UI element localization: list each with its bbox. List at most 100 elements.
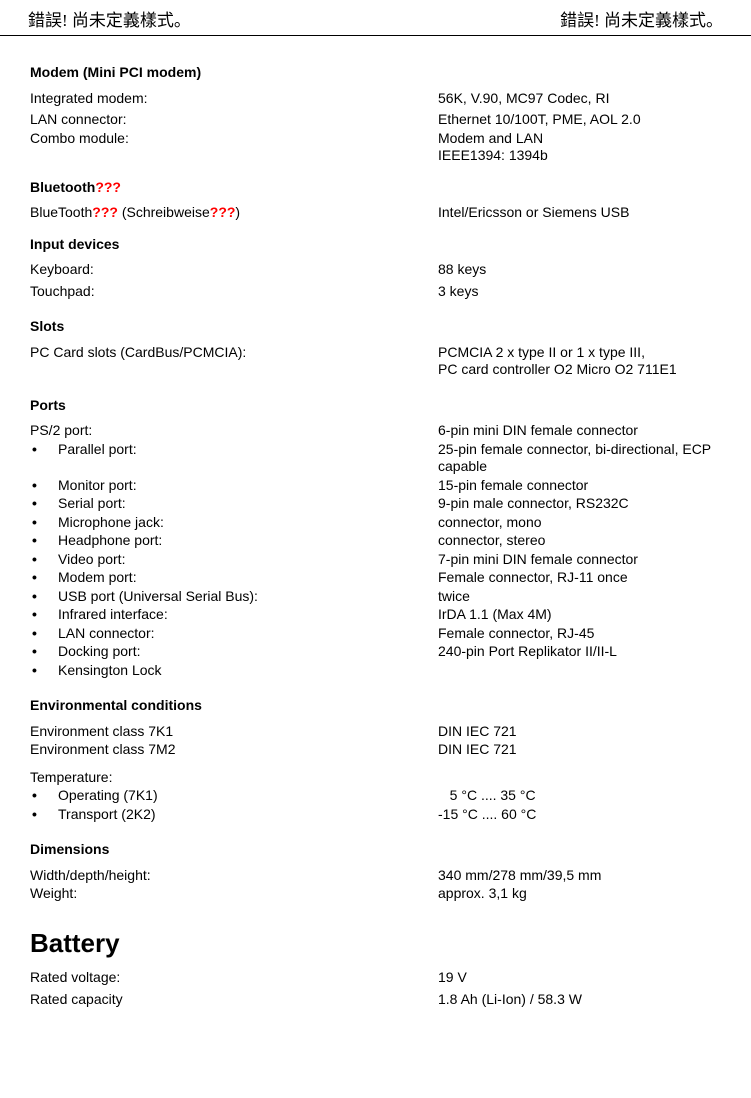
bullet-label: Modem port: (58, 569, 438, 587)
section-title-dimensions: Dimensions (30, 841, 721, 859)
spec-row: •Modem port:Female connector, RJ-11 once (30, 569, 721, 587)
spec-label: •Video port: (30, 551, 438, 569)
spec-row: Integrated modem: 56K, V.90, MC97 Codec,… (30, 90, 721, 108)
bullet-label: Transport (2K2) (58, 806, 438, 824)
spec-row: •Docking port:240-pin Port Replikator II… (30, 643, 721, 661)
spec-value (438, 769, 721, 787)
spec-label: Rated voltage: (30, 969, 438, 987)
spec-label: Weight: (30, 885, 438, 903)
spec-label: PS/2 port: (30, 422, 438, 440)
spec-label: • Transport (2K2) (30, 806, 438, 824)
bullet-icon: • (30, 569, 58, 587)
bullet-icon: • (30, 662, 58, 680)
spec-label: Integrated modem: (30, 90, 438, 108)
bullet-icon: • (30, 441, 58, 459)
page: 錯誤! 尚未定義樣式。 錯誤! 尚未定義樣式。 Modem (Mini PCI … (0, 0, 751, 1098)
spec-value: twice (438, 588, 721, 606)
spec-value: 340 mm/278 mm/39,5 mm (438, 867, 721, 885)
spec-label: Touchpad: (30, 283, 438, 301)
spec-label: •USB port (Universal Serial Bus): (30, 588, 438, 606)
bullet-label: Docking port: (58, 643, 438, 661)
spec-row: Width/depth/height: 340 mm/278 mm/39,5 m… (30, 867, 721, 885)
bullet-label: Monitor port: (58, 477, 438, 495)
spec-value: 3 keys (438, 283, 721, 301)
section-title-input-devices: Input devices (30, 236, 721, 254)
bullet-icon: • (30, 787, 58, 805)
spec-value: DIN IEC 721 (438, 723, 721, 741)
spec-value: 19 V (438, 969, 721, 987)
spec-label: PC Card slots (CardBus/PCMCIA): (30, 344, 438, 379)
label-question-marks: ??? (210, 204, 236, 220)
bullet-icon: • (30, 588, 58, 606)
spec-row: Environment class 7M2 DIN IEC 721 (30, 741, 721, 759)
bullet-label: Kensington Lock (58, 662, 438, 680)
spec-row: BlueTooth??? (Schreibweise???) Intel/Eri… (30, 204, 721, 222)
spec-label: Rated capacity (30, 991, 438, 1009)
bullet-label: Infrared interface: (58, 606, 438, 624)
spec-value-line: PCMCIA 2 x type II or 1 x type III, (438, 344, 721, 362)
spec-label: •Microphone jack: (30, 514, 438, 532)
spec-label: BlueTooth??? (Schreibweise???) (30, 204, 438, 222)
spec-row: •Headphone port:connector, stereo (30, 532, 721, 550)
bullet-label: Serial port: (58, 495, 438, 513)
title-question-marks: ??? (95, 179, 121, 195)
section-title-slots: Slots (30, 318, 721, 336)
spec-row: •Microphone jack:connector, mono (30, 514, 721, 532)
spec-value: connector, mono (438, 514, 721, 532)
spec-value: approx. 3,1 kg (438, 885, 721, 903)
spec-label: •Headphone port: (30, 532, 438, 550)
spec-row: Touchpad: 3 keys (30, 283, 721, 301)
bullet-icon: • (30, 643, 58, 661)
spec-row: Rated capacity 1.8 Ah (Li-Ion) / 58.3 W (30, 991, 721, 1009)
spec-value: 7-pin mini DIN female connector (438, 551, 721, 569)
label-text: BlueTooth (30, 204, 92, 220)
spec-value: 56K, V.90, MC97 Codec, RI (438, 90, 721, 108)
spec-label: • Operating (7K1) (30, 787, 438, 805)
bullet-icon: • (30, 806, 58, 824)
spec-label: •Modem port: (30, 569, 438, 587)
spec-row: • Transport (2K2) -15 °C .... 60 °C (30, 806, 721, 824)
spec-row: •Serial port:9-pin male connector, RS232… (30, 495, 721, 513)
spec-value: 88 keys (438, 261, 721, 279)
spec-row: •Infrared interface:IrDA 1.1 (Max 4M) (30, 606, 721, 624)
section-title-environmental: Environmental conditions (30, 697, 721, 715)
spec-label: •LAN connector: (30, 625, 438, 643)
spec-label: •Docking port: (30, 643, 438, 661)
spec-row: Keyboard: 88 keys (30, 261, 721, 279)
header-error-right: 錯誤! 尚未定義樣式。 (560, 6, 723, 31)
spec-label: •Infrared interface: (30, 606, 438, 624)
bullet-icon: • (30, 625, 58, 643)
spec-row: Weight: approx. 3,1 kg (30, 885, 721, 903)
bullet-label: Video port: (58, 551, 438, 569)
spec-label: Combo module: (30, 130, 438, 165)
spec-value-line: Modem and LAN (438, 130, 721, 148)
spec-row: •Parallel port:25-pin female connector, … (30, 441, 721, 476)
spec-row: Rated voltage: 19 V (30, 969, 721, 987)
bullet-label: Headphone port: (58, 532, 438, 550)
spec-value: DIN IEC 721 (438, 741, 721, 759)
spec-value-line: PC card controller O2 Micro O2 711E1 (438, 361, 721, 379)
section-title-modem: Modem (Mini PCI modem) (30, 64, 721, 82)
bullet-label: Microphone jack: (58, 514, 438, 532)
spec-label: •Kensington Lock (30, 662, 438, 680)
bullet-icon: • (30, 532, 58, 550)
spec-label: Environment class 7M2 (30, 741, 438, 759)
bullet-label: Operating (7K1) (58, 787, 438, 805)
label-question-marks: ??? (92, 204, 118, 220)
spec-row: Environment class 7K1 DIN IEC 721 (30, 723, 721, 741)
spec-label: Keyboard: (30, 261, 438, 279)
bullet-icon: • (30, 514, 58, 532)
spec-label: LAN connector: (30, 111, 438, 129)
spec-label: •Parallel port: (30, 441, 438, 476)
spec-row: •Monitor port:15-pin female connector (30, 477, 721, 495)
content-area: Modem (Mini PCI modem) Integrated modem:… (0, 36, 751, 1008)
spec-label: •Monitor port: (30, 477, 438, 495)
spec-value (438, 662, 721, 680)
bullet-icon: • (30, 477, 58, 495)
bullet-label: Parallel port: (58, 441, 438, 459)
bullet-icon: • (30, 495, 58, 513)
spec-value: IrDA 1.1 (Max 4M) (438, 606, 721, 624)
spec-row: •Kensington Lock (30, 662, 721, 680)
spec-value: Female connector, RJ-45 (438, 625, 721, 643)
spec-row: •LAN connector:Female connector, RJ-45 (30, 625, 721, 643)
